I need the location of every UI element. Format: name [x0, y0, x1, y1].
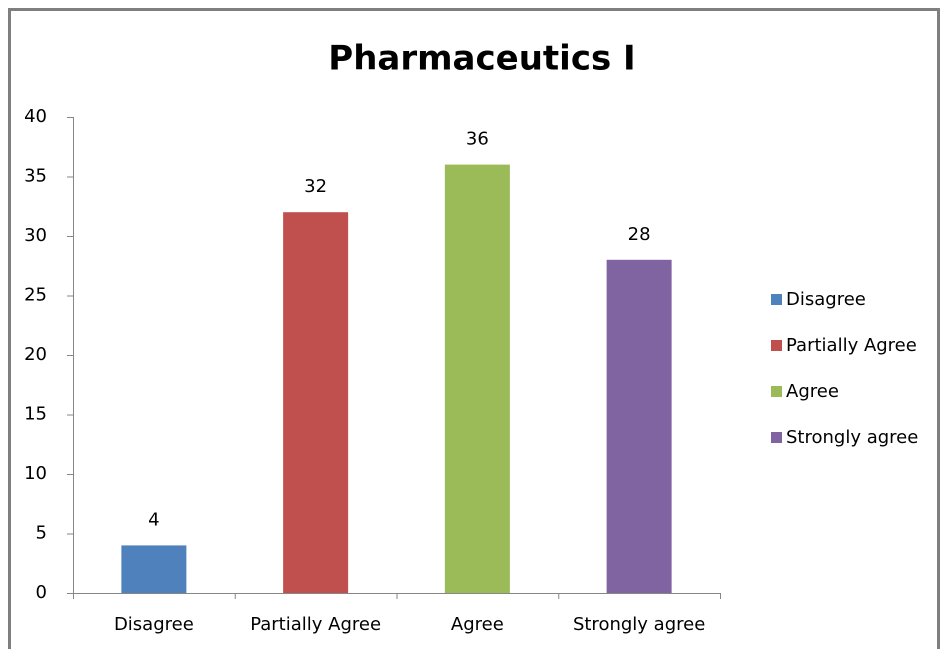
bar — [606, 259, 672, 593]
legend-label: Partially Agree — [786, 335, 917, 356]
data-label: 28 — [628, 224, 651, 245]
data-label: 4 — [148, 509, 159, 530]
y-tick-label: 0 — [36, 582, 47, 603]
legend-label: Strongly agree — [786, 427, 918, 448]
legend-label: Agree — [786, 381, 839, 402]
legend-swatch — [771, 294, 782, 305]
y-tick-label: 15 — [24, 404, 47, 425]
data-label: 36 — [466, 129, 489, 150]
y-tick-label: 5 — [36, 523, 47, 544]
bar — [121, 545, 187, 593]
x-tick-label: Strongly agree — [573, 614, 705, 635]
y-tick-label: 40 — [24, 106, 47, 127]
bar — [283, 212, 349, 593]
x-tick-label: Agree — [451, 614, 504, 635]
legend-label: Disagree — [786, 289, 866, 310]
data-label: 32 — [304, 176, 327, 197]
legend-swatch — [771, 432, 782, 443]
x-tick-label: Partially Agree — [250, 614, 381, 635]
legend-swatch — [771, 340, 782, 351]
y-tick-label: 25 — [24, 285, 47, 306]
y-tick-label: 35 — [24, 166, 47, 187]
y-tick-label: 20 — [24, 344, 47, 365]
legend-swatch — [771, 386, 782, 397]
chart-title: Pharmaceutics I — [328, 39, 635, 79]
x-tick-label: Disagree — [114, 614, 194, 635]
bar — [444, 164, 510, 593]
y-tick-label: 30 — [24, 225, 47, 246]
y-tick-label: 10 — [24, 463, 47, 484]
